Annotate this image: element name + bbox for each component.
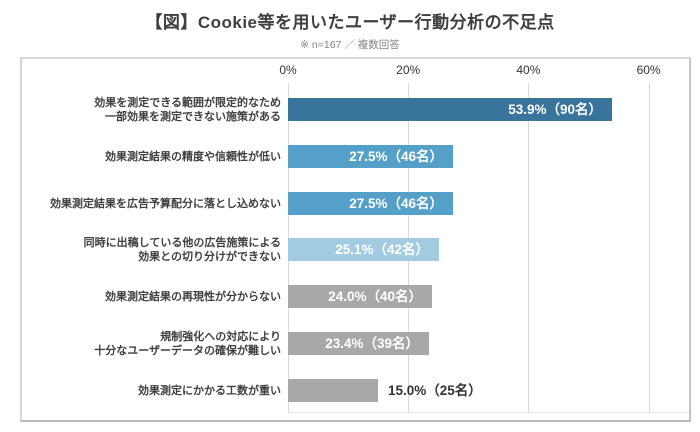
category-label-line: 一部効果を測定できない施策がある [105, 110, 281, 123]
category-label: 効果測定にかかる工数が重い [28, 384, 281, 398]
chart-subtitle: ※ n=167 ／ 複数回答 [300, 39, 400, 51]
category-label-line: 効果測定結果の精度や信頼性が低い [105, 150, 281, 163]
category-label-line: 規制強化への対応により [160, 330, 281, 343]
category-label: 効果測定結果の再現性が分からない [28, 290, 281, 304]
value-label: 24.0%（40名） [328, 289, 422, 304]
category-label-line: 効果測定にかかる工数が重い [138, 384, 281, 397]
bar [288, 238, 439, 261]
x-tick-label: 40% [516, 63, 541, 77]
x-gridline [528, 83, 530, 412]
x-tick-label: 0% [279, 63, 297, 77]
value-label: 53.9%（90名） [508, 102, 602, 117]
value-label: 27.5%（46名） [349, 149, 443, 164]
value-label: 25.1%（42名） [335, 242, 429, 257]
category-label-line: 効果を測定できる範囲が限定的なため [94, 96, 281, 109]
bar [288, 192, 453, 215]
category-label-line: 同時に出稿している他の広告施策による [83, 236, 281, 249]
category-label: 効果を測定できる範囲が限定的なため 一部効果を測定できない施策がある [28, 96, 281, 124]
value-label: 15.0%（25名） [388, 383, 482, 398]
chart-title: 【図】Cookie等を用いたユーザー行動分析の不足点 [145, 13, 555, 32]
bar [288, 285, 432, 308]
chart-box: 0% 20% 40% 60% 効果を測定できる範囲が限定的なため 一部効果を測定できない施… [20, 57, 691, 422]
value-label: 27.5%（46名） [349, 196, 443, 211]
category-label: 規制強化への対応により 十分なユーザーデータの確保が難しい [28, 330, 281, 358]
category-label: 効果測定結果を広告予算配分に落とし込めない [28, 197, 281, 211]
bar [288, 145, 453, 168]
category-label: 効果測定結果の精度や信頼性が低い [28, 150, 281, 164]
category-label-line: 効果測定結果の再現性が分からない [105, 290, 281, 303]
bar [288, 332, 429, 355]
x-tick-label: 60% [636, 63, 661, 77]
bar [288, 379, 378, 402]
bar [288, 98, 612, 121]
category-label-line: 効果測定結果を広告予算配分に落とし込めない [50, 197, 281, 210]
x-tick-label: 20% [396, 63, 421, 77]
x-axis-line [288, 412, 689, 413]
category-label: 同時に出稿している他の広告施策による 効果との切り分けができない [28, 236, 281, 264]
category-label-line: 十分なユーザーデータの確保が難しい [94, 344, 281, 357]
value-label: 23.4%（39名） [325, 336, 419, 351]
x-gridline [648, 83, 650, 412]
category-label-line: 効果との切り分けができない [138, 250, 281, 263]
